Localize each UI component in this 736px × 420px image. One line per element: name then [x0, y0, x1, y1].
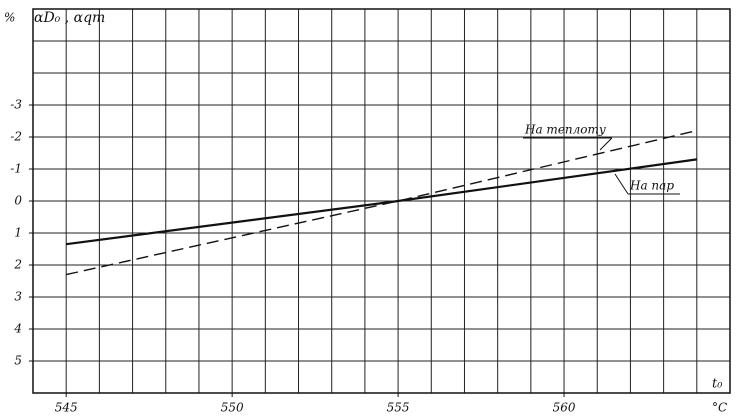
- x-tick-label: 550: [221, 401, 244, 415]
- y-tick-label: 0: [14, 194, 22, 208]
- y-tick-label: 3: [14, 290, 22, 304]
- y-tick-label: -3: [10, 98, 22, 112]
- series-line: [66, 158, 697, 246]
- series-line: [66, 129, 697, 276]
- leader-line: [614, 173, 629, 195]
- y-tick-label: 2: [13, 258, 22, 272]
- x-label: t₀: [712, 377, 723, 392]
- series-label: На пар: [629, 179, 674, 193]
- y-tick-label: 4: [13, 322, 22, 336]
- series-label: На теплоту: [524, 123, 606, 137]
- y-unit: %: [4, 11, 15, 25]
- x-tick-label: 560: [553, 401, 576, 415]
- leader-line: [599, 137, 613, 151]
- x-tick-label: 555: [387, 401, 410, 415]
- x-unit: °C: [712, 401, 727, 415]
- y-tick-label: -1: [10, 162, 22, 176]
- y-label: αD₀ , αqт: [34, 10, 105, 26]
- y-tick-label: -2: [10, 130, 22, 144]
- y-tick-label: 5: [14, 354, 22, 368]
- x-tick-label: 545: [55, 401, 78, 415]
- y-tick-label: 1: [14, 226, 22, 240]
